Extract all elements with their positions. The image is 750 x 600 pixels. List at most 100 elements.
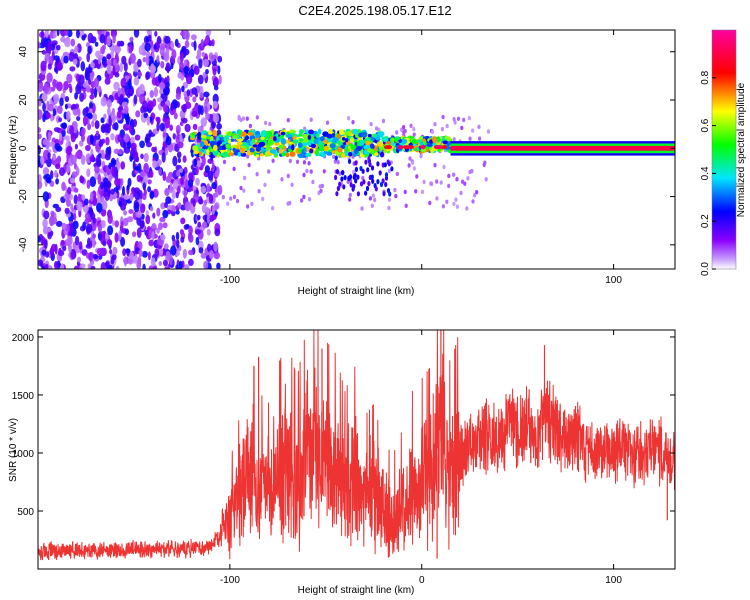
heatmap-cell [336, 185, 340, 192]
heatmap-cell [64, 96, 70, 103]
heatmap-cell [334, 174, 338, 181]
heatmap-cell [40, 30, 45, 39]
heatmap-cell [175, 209, 180, 215]
heatmap-cell [475, 190, 479, 195]
heatmap-cell [477, 124, 481, 129]
heatmap-cell [90, 62, 95, 68]
heatmap-cell [182, 117, 188, 124]
heatmap-cell [160, 43, 166, 51]
heatmap-cell [149, 191, 155, 199]
heatmap-cell [57, 105, 63, 114]
y-tick-label: 20 [18, 94, 29, 106]
heatmap-cell [314, 150, 319, 156]
heatmap-cell [197, 74, 204, 85]
snr-x-label: Height of straight line (km) [298, 585, 415, 596]
heatmap-cell [286, 133, 293, 138]
heatmap-cell [147, 179, 152, 185]
heatmap-cell [143, 189, 147, 196]
heatmap-cell [120, 204, 126, 211]
heatmap-cell [311, 179, 315, 185]
heatmap-cell [40, 235, 46, 245]
heatmap-cell [74, 45, 79, 53]
heatmap-cell [170, 62, 174, 70]
heatmap-cell [86, 85, 91, 93]
heatmap-cell [283, 145, 287, 152]
heatmap-cell [268, 121, 272, 127]
heatmap-cell [64, 103, 68, 110]
heatmap-cell [332, 154, 336, 159]
heatmap-cell [169, 124, 174, 131]
heatmap-cell [53, 93, 60, 103]
heatmap-cell [315, 133, 320, 139]
heatmap-cell [354, 160, 358, 166]
heatmap-cell [463, 181, 467, 186]
heatmap-cell [94, 120, 100, 129]
heatmap-cell [79, 92, 85, 103]
heatmap-cell [143, 152, 149, 163]
heatmap-cell [249, 147, 255, 153]
heatmap-cell [96, 85, 102, 93]
heatmap-cell [419, 145, 426, 150]
heatmap-cell [175, 101, 180, 108]
heatmap-cell [181, 85, 185, 93]
heatmap-cell [105, 181, 112, 189]
heatmap-cell [246, 204, 250, 209]
heatmap-cell [420, 189, 424, 195]
heatmap-cell [148, 239, 154, 247]
heatmap-cell [69, 177, 76, 184]
heatmap-cell [170, 41, 175, 49]
heatmap-cell [232, 147, 236, 152]
heatmap-cell [403, 145, 410, 150]
x-tick-label: 100 [605, 275, 622, 286]
heatmap-cell [123, 210, 127, 216]
heatmap-cell [252, 144, 258, 148]
heatmap-cell [338, 181, 342, 187]
heatmap-cell [86, 179, 91, 189]
heatmap-cell [307, 161, 311, 166]
heatmap-cell [302, 194, 306, 200]
heatmap-cell [483, 160, 487, 165]
heatmap-cell [235, 144, 242, 148]
heatmap-cell [89, 94, 95, 100]
heatmap-cell [460, 125, 464, 131]
spectrogram-panel: -100 100 -40 -20 0 20 40 Height of straight l… [8, 29, 676, 297]
heatmap-cell [93, 77, 100, 88]
heatmap-cell [77, 256, 82, 263]
heatmap-cell [147, 251, 151, 261]
heatmap-cell [381, 118, 386, 124]
heatmap-cell [347, 158, 352, 164]
heatmap-cell [203, 38, 210, 44]
heatmap-cell [470, 168, 474, 174]
heatmap-cell [136, 227, 142, 238]
heatmap-cell [75, 103, 79, 109]
heatmap-cell [239, 117, 243, 123]
heatmap-cell [170, 245, 177, 256]
heatmap-cell [367, 134, 372, 138]
heatmap-cell [274, 142, 280, 146]
heatmap-cell [114, 232, 119, 243]
x-tick-label: 100 [605, 575, 622, 586]
heatmap-cell [85, 252, 90, 259]
heatmap-cell [110, 256, 115, 265]
heatmap-cell [81, 249, 88, 256]
heatmap-cell [355, 146, 362, 151]
heatmap-cell [280, 177, 284, 182]
heatmap-cell [250, 140, 254, 145]
heatmap-cell [159, 248, 164, 256]
heatmap-cell [53, 55, 60, 61]
heatmap-cell [247, 132, 254, 136]
heatmap-cell [110, 188, 115, 195]
heatmap-cell [374, 186, 378, 192]
heatmap-cell [285, 152, 290, 158]
heatmap-cell [286, 118, 290, 123]
heatmap-cell [467, 115, 471, 121]
heatmap-cell [290, 182, 294, 187]
heatmap-cell [336, 133, 341, 139]
heatmap-cell [110, 30, 117, 38]
heatmap-cell [210, 54, 217, 60]
heatmap-cell [455, 204, 459, 209]
heatmap-cell [71, 171, 78, 178]
heatmap-cell [179, 61, 185, 72]
heatmap-cell [44, 263, 49, 269]
heatmap-cell [139, 220, 145, 230]
